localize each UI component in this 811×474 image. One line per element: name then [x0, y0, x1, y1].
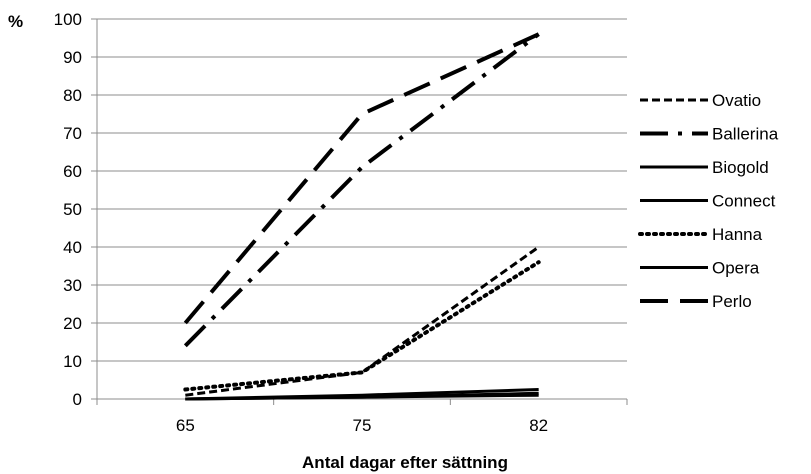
- series-lines: [183, 32, 541, 401]
- legend-label-hanna: Hanna: [712, 225, 763, 244]
- y-tick-label: 100: [54, 10, 82, 29]
- legend: Ovatio Ballerina Biogold Connect Hanna Opera P…: [638, 91, 779, 311]
- legend-label-ballerina: Ballerina: [712, 125, 779, 144]
- y-tick-label: 70: [63, 124, 82, 143]
- legend-label-connect: Connect: [712, 192, 776, 211]
- x-tick-labels: 65 75 82: [176, 416, 548, 435]
- series-line-ballerina: [183, 32, 540, 348]
- legend-label-ovatio: Ovatio: [712, 91, 761, 110]
- series-line-opera: [185, 391, 539, 401]
- x-tick-label: 65: [176, 416, 195, 435]
- series-line-hanna: [183, 260, 541, 392]
- y-tick-label: 10: [63, 352, 82, 371]
- x-tick-label: 82: [529, 416, 548, 435]
- y-tick-label: 20: [63, 314, 82, 333]
- y-tick-label: 90: [63, 48, 82, 67]
- grid-lines: [97, 18, 627, 362]
- x-tick-label: 75: [353, 416, 372, 435]
- y-tick-label: 50: [63, 200, 82, 219]
- y-axis-label: %: [8, 12, 23, 31]
- legend-label-biogold: Biogold: [712, 158, 769, 177]
- y-tick-label: 30: [63, 276, 82, 295]
- series-line-perlo: [183, 32, 540, 325]
- legend-label-opera: Opera: [712, 259, 760, 278]
- y-tick-label: 60: [63, 162, 82, 181]
- y-tick-label: 0: [73, 390, 82, 409]
- x-axis-label: Antal dagar efter sättning: [302, 453, 508, 472]
- y-tick-label: 40: [63, 238, 82, 257]
- axes: [91, 18, 628, 405]
- legend-label-perlo: Perlo: [712, 292, 752, 311]
- y-tick-labels: 0 10 20 30 40 50 60 70 80 90 100: [54, 10, 82, 409]
- y-tick-label: 80: [63, 86, 82, 105]
